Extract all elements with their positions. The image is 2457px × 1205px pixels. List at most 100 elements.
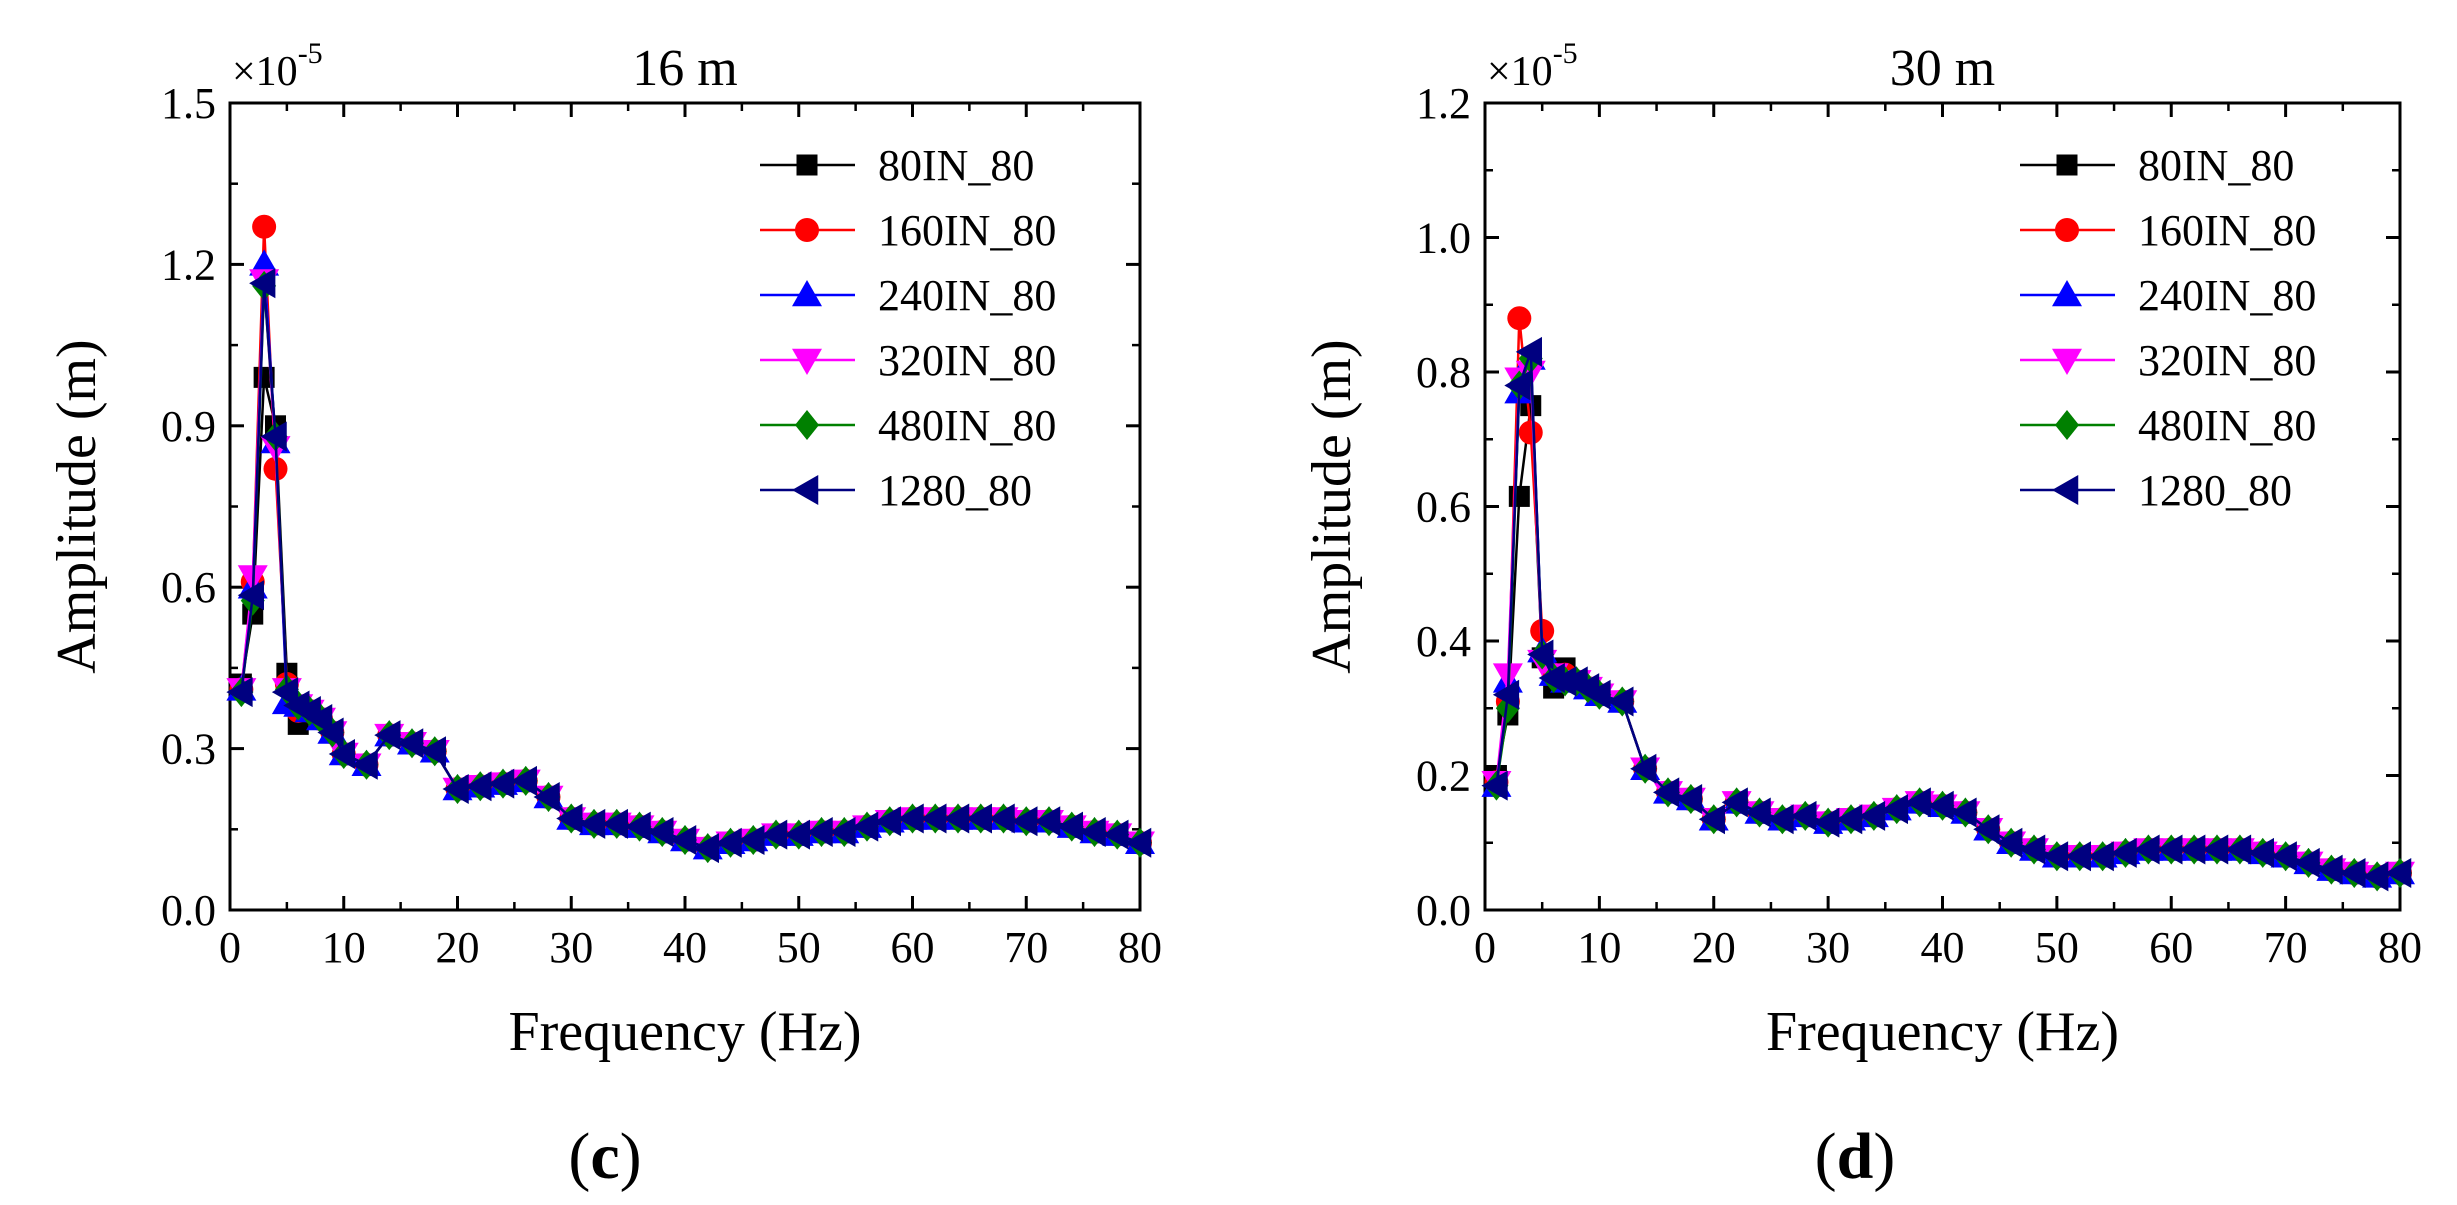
legend-label: 320IN_80 (2138, 336, 2316, 385)
y-multiplier: ×10-5 (1487, 37, 1578, 95)
legend-label: 480IN_80 (2138, 401, 2316, 450)
legend-marker (2052, 475, 2079, 505)
data-point (306, 704, 333, 735)
data-point (1584, 679, 1611, 710)
data-point (2110, 837, 2137, 868)
data-point (533, 782, 560, 813)
data-point (2133, 834, 2160, 865)
legend-marker (2052, 280, 2082, 307)
data-point (2179, 834, 2206, 865)
data-point (510, 765, 537, 796)
legend-marker (796, 154, 818, 176)
data-point (1630, 753, 1657, 784)
data-point (1504, 370, 1531, 401)
data-point (397, 728, 424, 759)
data-point (249, 249, 280, 276)
data-point (2247, 837, 2274, 868)
data-point (2064, 841, 2091, 872)
data-point (1079, 816, 1106, 847)
data-point (317, 717, 344, 748)
x-tick-label: 70 (2264, 923, 2308, 972)
data-point (1675, 784, 1703, 815)
data-point (2202, 834, 2229, 865)
legend-label: 320IN_80 (878, 336, 1056, 385)
y-tick-label: 0.4 (1416, 617, 1471, 666)
x-tick-label: 70 (1004, 923, 1048, 972)
x-tick-label: 60 (2149, 923, 2193, 972)
data-point (1881, 794, 1908, 825)
data-point (670, 825, 697, 856)
y-multiplier-exponent: -5 (298, 37, 323, 70)
data-point (874, 806, 901, 837)
data-point (1102, 819, 1129, 850)
data-point (943, 803, 970, 834)
data-point (1481, 770, 1508, 801)
x-tick-label: 50 (777, 923, 821, 972)
panel-label-open: ( (1815, 1120, 1837, 1193)
data-point (1721, 787, 1748, 818)
data-point (988, 803, 1015, 834)
panel-label: (c) (568, 1120, 641, 1193)
data-point (556, 803, 583, 834)
data-point (829, 816, 856, 847)
series-1280_80 (1481, 336, 2412, 892)
y-axis-label: Amplitude (m) (46, 339, 108, 673)
legend-marker (795, 218, 819, 242)
data-point (579, 808, 606, 839)
legend-label: 1280_80 (878, 466, 1032, 515)
data-point (271, 677, 299, 708)
x-tick-label: 10 (1577, 923, 1621, 972)
legend-label: 480IN_80 (878, 401, 1056, 450)
x-tick-label: 80 (1118, 923, 1162, 972)
data-point (260, 421, 287, 452)
y-tick-label: 0.3 (161, 725, 216, 774)
data-point (1607, 686, 1634, 717)
y-tick-label: 0.2 (1416, 752, 1471, 801)
data-point (237, 580, 264, 611)
legend-label: 240IN_80 (878, 271, 1056, 320)
data-point (897, 803, 924, 834)
legend-marker (795, 410, 819, 440)
x-tick-label: 50 (2035, 923, 2079, 972)
panel-label-close: ) (620, 1120, 642, 1193)
legend-marker (792, 475, 819, 505)
data-point (1492, 679, 1520, 710)
legend-label: 80IN_80 (878, 141, 1034, 190)
data-point (1515, 336, 1542, 367)
data-point (442, 773, 469, 804)
data-point (328, 738, 355, 769)
data-point (1927, 790, 1954, 821)
data-point (1518, 420, 1543, 445)
data-point (1125, 827, 1152, 858)
data-point (2385, 858, 2412, 889)
y-tick-label: 0.6 (161, 563, 216, 612)
data-point (1813, 807, 1840, 838)
y-tick-label: 1.0 (1416, 214, 1471, 263)
x-tick-label: 20 (436, 923, 480, 972)
data-point (419, 736, 446, 767)
legend: 80IN_80 160IN_80 240IN_80 320IN_80 480IN_80 1… (2020, 141, 2316, 515)
data-point (647, 816, 674, 847)
data-point (1698, 804, 1725, 835)
data-point (488, 768, 515, 799)
y-multiplier-exponent: -5 (1553, 37, 1578, 70)
y-tick-label: 0.9 (161, 402, 216, 451)
data-point (2019, 834, 2046, 865)
data-point (2293, 847, 2320, 878)
data-point (1744, 797, 1771, 828)
data-point (965, 803, 992, 834)
legend-label: 80IN_80 (2138, 141, 2294, 190)
panel-label: (d) (1815, 1120, 1896, 1193)
data-point (2270, 841, 2297, 872)
chart-panel-c: 0 10 20 30 40 50 60 70 80 0.0 0.3 0.6 0.9 1.2 1.5 Frequ… (46, 37, 1162, 1193)
data-point (351, 749, 378, 780)
data-point (920, 803, 947, 834)
data-point (738, 825, 765, 856)
data-point (806, 816, 833, 847)
legend-marker (792, 280, 822, 307)
data-point (2362, 861, 2389, 892)
series-1280_80 (226, 268, 1152, 864)
data-point (374, 720, 401, 751)
legend: 80IN_80 160IN_80 240IN_80 320IN_80 480IN_80 1… (760, 141, 1056, 515)
